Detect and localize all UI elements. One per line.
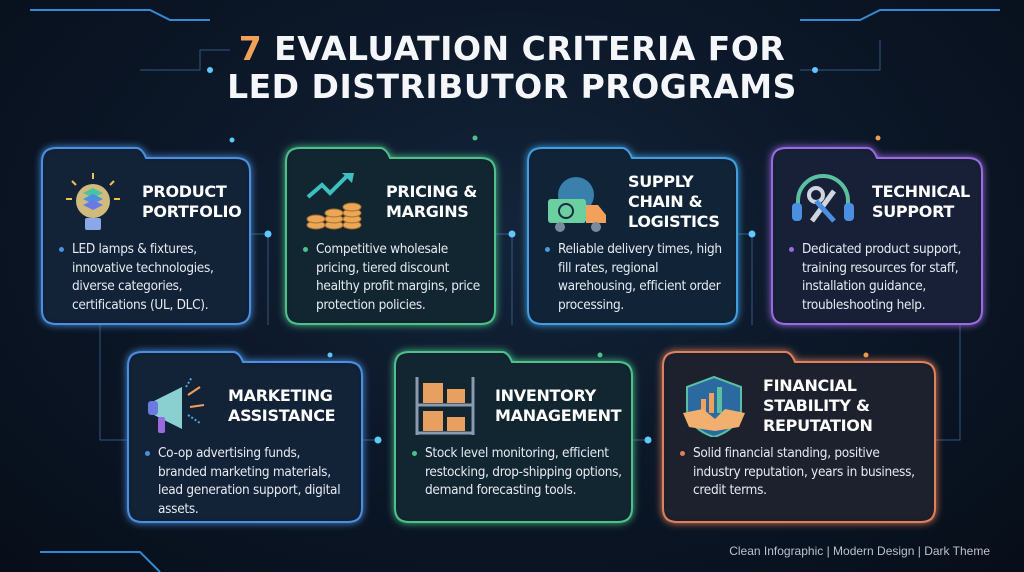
criterion-card-2: Pricing & Margins Competitive wholesale …: [285, 147, 496, 325]
card-description: Competitive wholesale pricing, tiered di…: [316, 241, 480, 313]
title-line-2: LED DISTRIBUTOR PROGRAMS: [227, 67, 797, 106]
bullet-icon: [545, 247, 550, 252]
card-title: Marketing Assistance: [228, 386, 336, 425]
delivery-truck-globe-icon: [548, 177, 606, 232]
bullet-icon: [412, 451, 417, 456]
card-description: Stock level monitoring, efficient restoc…: [425, 445, 622, 498]
bullet-icon: [303, 247, 308, 252]
card-description: Reliable delivery times, high fill rates…: [558, 241, 722, 313]
bullet-icon: [145, 451, 150, 456]
bullet-icon: [789, 247, 794, 252]
card-title: Financial Stability & Reputation: [763, 376, 873, 435]
headset-tools-icon: [792, 174, 854, 223]
criterion-card-7: Financial Stability & Reputation Solid f…: [662, 351, 936, 523]
page-title: 7 EVALUATION CRITERIA FOR LED DISTRIBUTO…: [0, 30, 1024, 106]
card-description: Co-op advertising funds, branded marketi…: [158, 445, 341, 517]
card-title: Technical Support: [872, 182, 970, 221]
card-description: Dedicated product support, training reso…: [802, 241, 962, 313]
bullet-icon: [680, 451, 685, 456]
card-frame: [771, 147, 983, 325]
megaphone-icon: [148, 376, 205, 433]
card-title: Supply Chain & Logistics: [628, 172, 720, 231]
card-description: Solid financial standing, positive indus…: [693, 445, 915, 498]
bullet-icon: [59, 247, 64, 252]
shield-handshake-icon: [683, 375, 745, 437]
criterion-card-3: Supply Chain & Logistics Reliable delive…: [527, 147, 738, 325]
card-title: Product Portfolio: [142, 182, 242, 221]
card-title: Pricing & Margins: [386, 182, 478, 221]
criterion-card-4: Technical Support Dedicated product supp…: [771, 147, 983, 325]
coins-growth-icon: [306, 173, 362, 230]
footer-caption: Clean Infographic | Modern Design | Dark…: [729, 544, 990, 558]
criterion-card-6: Inventory Management Stock level monitor…: [394, 351, 633, 523]
card-frame: [127, 351, 363, 523]
lightbulb-icon: [66, 173, 120, 230]
warehouse-shelves-icon: [415, 377, 475, 435]
title-number: 7: [238, 29, 263, 68]
card-description: LED lamps & fixtures, innovative technol…: [72, 241, 214, 313]
title-line-1: EVALUATION CRITERIA FOR: [274, 29, 786, 68]
card-frame: [285, 147, 496, 325]
criterion-card-1: Product Portfolio LED lamps & fixtures, …: [41, 147, 251, 325]
criterion-card-5: Marketing Assistance Co-op advertising f…: [127, 351, 363, 523]
card-title: Inventory Management: [495, 386, 622, 425]
